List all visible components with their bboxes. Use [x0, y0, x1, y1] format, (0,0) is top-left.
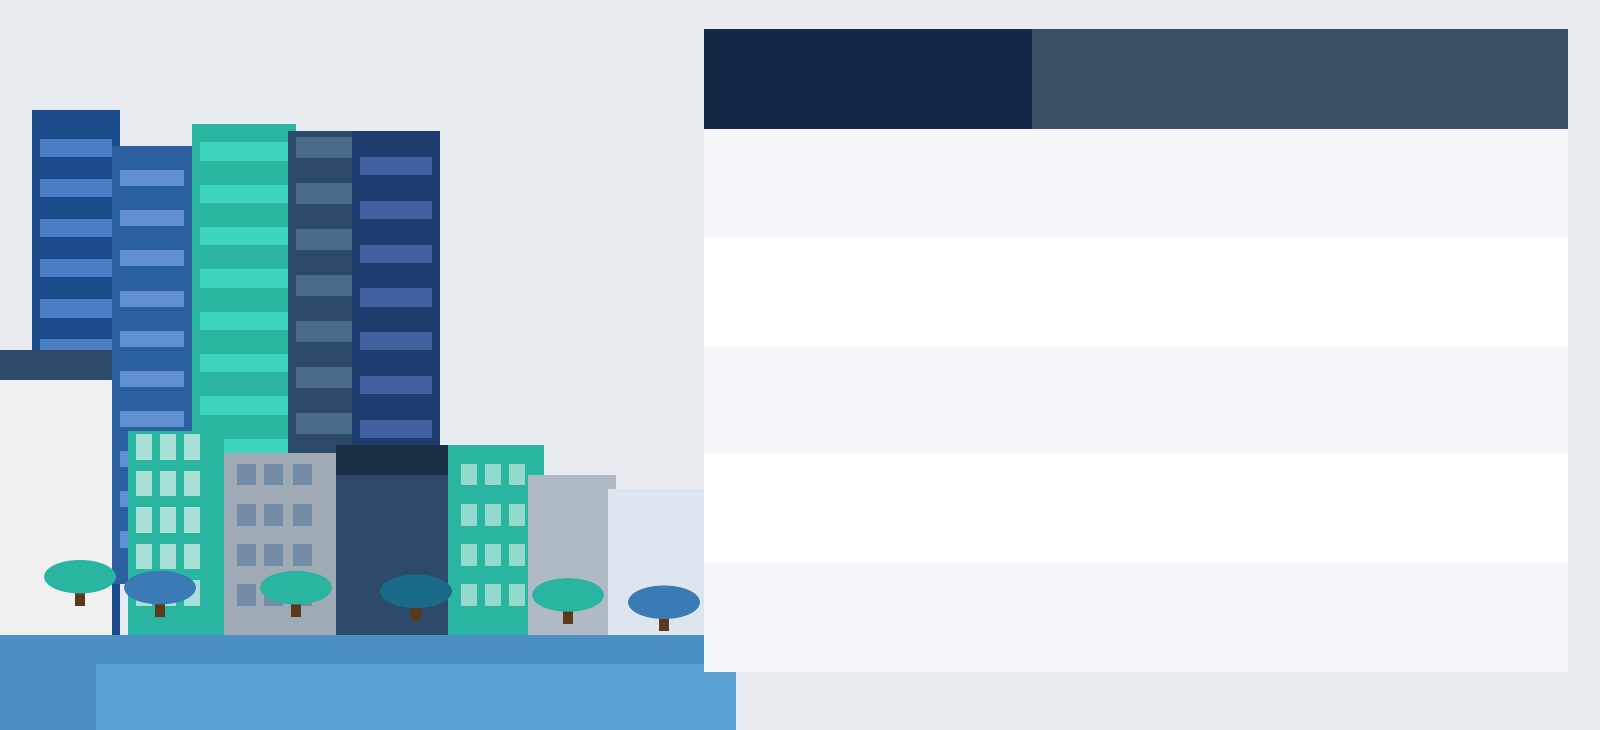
Text: $121.34: $121.34: [1155, 174, 1229, 192]
Text: 1.46%: 1.46%: [1432, 500, 1488, 518]
Text: RETAIL: RETAIL: [837, 608, 899, 626]
Text: INDUSTRIAL: INDUSTRIAL: [814, 174, 923, 192]
Text: Asset Type: Asset Type: [818, 69, 918, 88]
Text: -4.71%: -4.71%: [1429, 174, 1491, 192]
Text: % Difference: % Difference: [1400, 69, 1520, 88]
Text: LAND: LAND: [843, 283, 893, 301]
Text: OFFICE: OFFICE: [837, 500, 899, 518]
Text: $270.28: $270.28: [1155, 608, 1229, 626]
Text: -0.84%: -0.84%: [1429, 391, 1491, 410]
Text: $250.17: $250.17: [1155, 391, 1229, 410]
Text: $206.33: $206.33: [1155, 283, 1229, 301]
Text: $187.62: $187.62: [1155, 500, 1229, 518]
Text: 1.42%: 1.42%: [1432, 608, 1488, 626]
Text: 1.94%: 1.94%: [1432, 283, 1488, 301]
Text: Avg. Price Per Sq Ft: Avg. Price Per Sq Ft: [1101, 69, 1283, 88]
Text: MULTIFAMILY: MULTIFAMILY: [811, 391, 925, 410]
